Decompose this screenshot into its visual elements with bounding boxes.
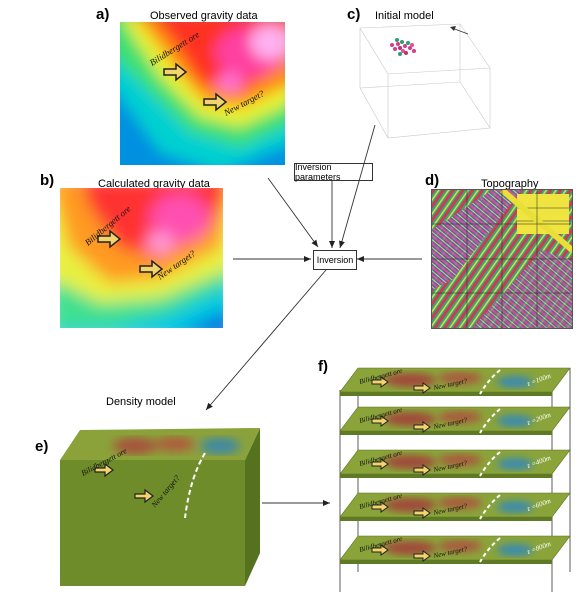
panel-d-title: Topography: [481, 178, 539, 190]
panel-a-title: Observed gravity data: [150, 10, 258, 22]
ore-arrow-icon: [413, 382, 431, 394]
inversion-parameters-box: Inversion parameters: [294, 162, 373, 182]
panel-a-letter: a): [96, 6, 110, 23]
ore-arrow-icon: [413, 421, 431, 433]
ore-arrow-icon: [413, 507, 431, 519]
depth-slice: Bilidbergett ore New target? z =800m: [339, 535, 571, 564]
depth-slice: Bilidbergett ore New target? z =100m: [339, 367, 571, 396]
initial-model-plot: [359, 23, 491, 139]
topography-map: [431, 189, 573, 329]
density-model-block: Bilidbergett ore New target?: [60, 428, 260, 586]
panel-b-letter: b): [40, 172, 55, 189]
depth-slice: Bilidbergett ore New target? z =600m: [339, 492, 571, 521]
ore-arrow-icon: [371, 415, 389, 427]
panel-e-title: Density model: [106, 396, 176, 408]
panel-e-letter: e): [35, 438, 49, 455]
depth-slice: Bilidbergett ore New target? z =400m: [339, 449, 571, 478]
panel-b-title: Calculated gravity data: [98, 178, 210, 190]
panel-f-letter: f): [318, 358, 328, 375]
panel-d-letter: d): [425, 172, 440, 189]
panel-c-letter: c): [347, 6, 361, 23]
calculated-gravity-map: Bilidbergett ore New target?: [60, 188, 223, 328]
observed-gravity-map: Bilidbergett ore New target?: [120, 22, 285, 165]
panel-c-title: Initial model: [375, 10, 434, 22]
ore-arrow-icon: [371, 501, 389, 513]
depth-slices: Bilidbergett ore New target? z =100m Bilidb…: [339, 367, 571, 592]
ore-arrow-icon: [371, 544, 389, 556]
ore-arrow-icon: [371, 458, 389, 470]
ore-arrow-icon: [413, 464, 431, 476]
inversion-box: Inversion: [313, 250, 357, 270]
ore-arrow-icon: [371, 376, 389, 388]
ore-arrow-icon: [413, 550, 431, 562]
depth-slice: Bilidbergett ore New target? z =200m: [339, 406, 571, 435]
